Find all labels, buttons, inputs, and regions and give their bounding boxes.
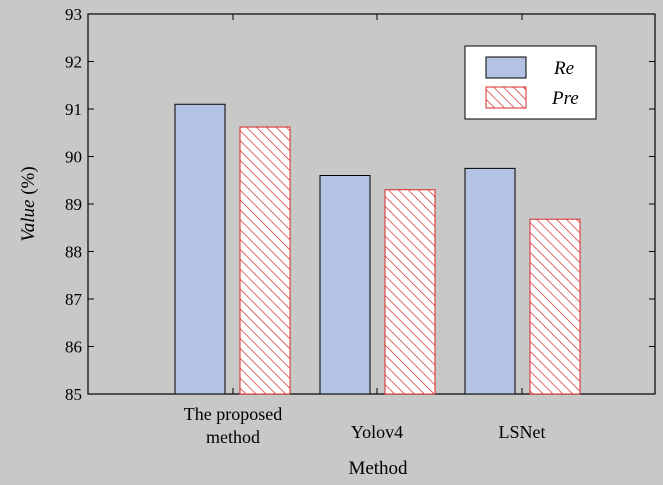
y-tick-label: 92: [65, 53, 82, 72]
bar-pre-0: [239, 126, 291, 395]
y-axis-title: Value (%): [18, 166, 39, 241]
bar-pre-2: [529, 218, 581, 395]
y-tick-label: 93: [65, 5, 82, 24]
y-tick-label: 91: [65, 100, 82, 119]
y-tick-label: 87: [65, 290, 83, 309]
bar-re-2: [464, 167, 516, 395]
y-axis-title-unit: (%): [18, 166, 39, 199]
legend-swatch-re: [485, 56, 527, 79]
x-category-line: method: [206, 427, 260, 447]
legend-swatch-pre: [485, 86, 527, 109]
y-tick-label: 86: [65, 338, 82, 357]
x-category-label: Yolov4: [351, 422, 403, 442]
x-category-label: LSNet: [499, 422, 546, 442]
x-category-line: LSNet: [499, 422, 546, 442]
legend: Re Pre: [464, 45, 597, 120]
x-axis-title: Method: [348, 458, 408, 479]
y-tick-label: 90: [65, 148, 82, 167]
bar-re-0: [174, 103, 226, 395]
bar-pre-1: [384, 189, 436, 395]
legend-label-re: Re: [553, 58, 574, 79]
y-tick-label: 85: [65, 385, 82, 404]
x-axis-labels: The proposed method Yolov4 LSNet: [184, 404, 546, 447]
y-axis: 85 86 87 88 89 90 91 92 93: [65, 5, 656, 404]
y-tick-label: 88: [65, 243, 82, 262]
x-category-line: The proposed: [184, 404, 282, 424]
x-category-line: Yolov4: [351, 422, 403, 442]
bar-re-1: [319, 175, 371, 395]
x-category-label: The proposed method: [184, 404, 282, 447]
y-tick-label: 89: [65, 195, 82, 214]
legend-label-pre: Pre: [551, 88, 579, 109]
bars-group: [174, 103, 581, 395]
y-axis-title-italic: Value: [18, 200, 39, 242]
